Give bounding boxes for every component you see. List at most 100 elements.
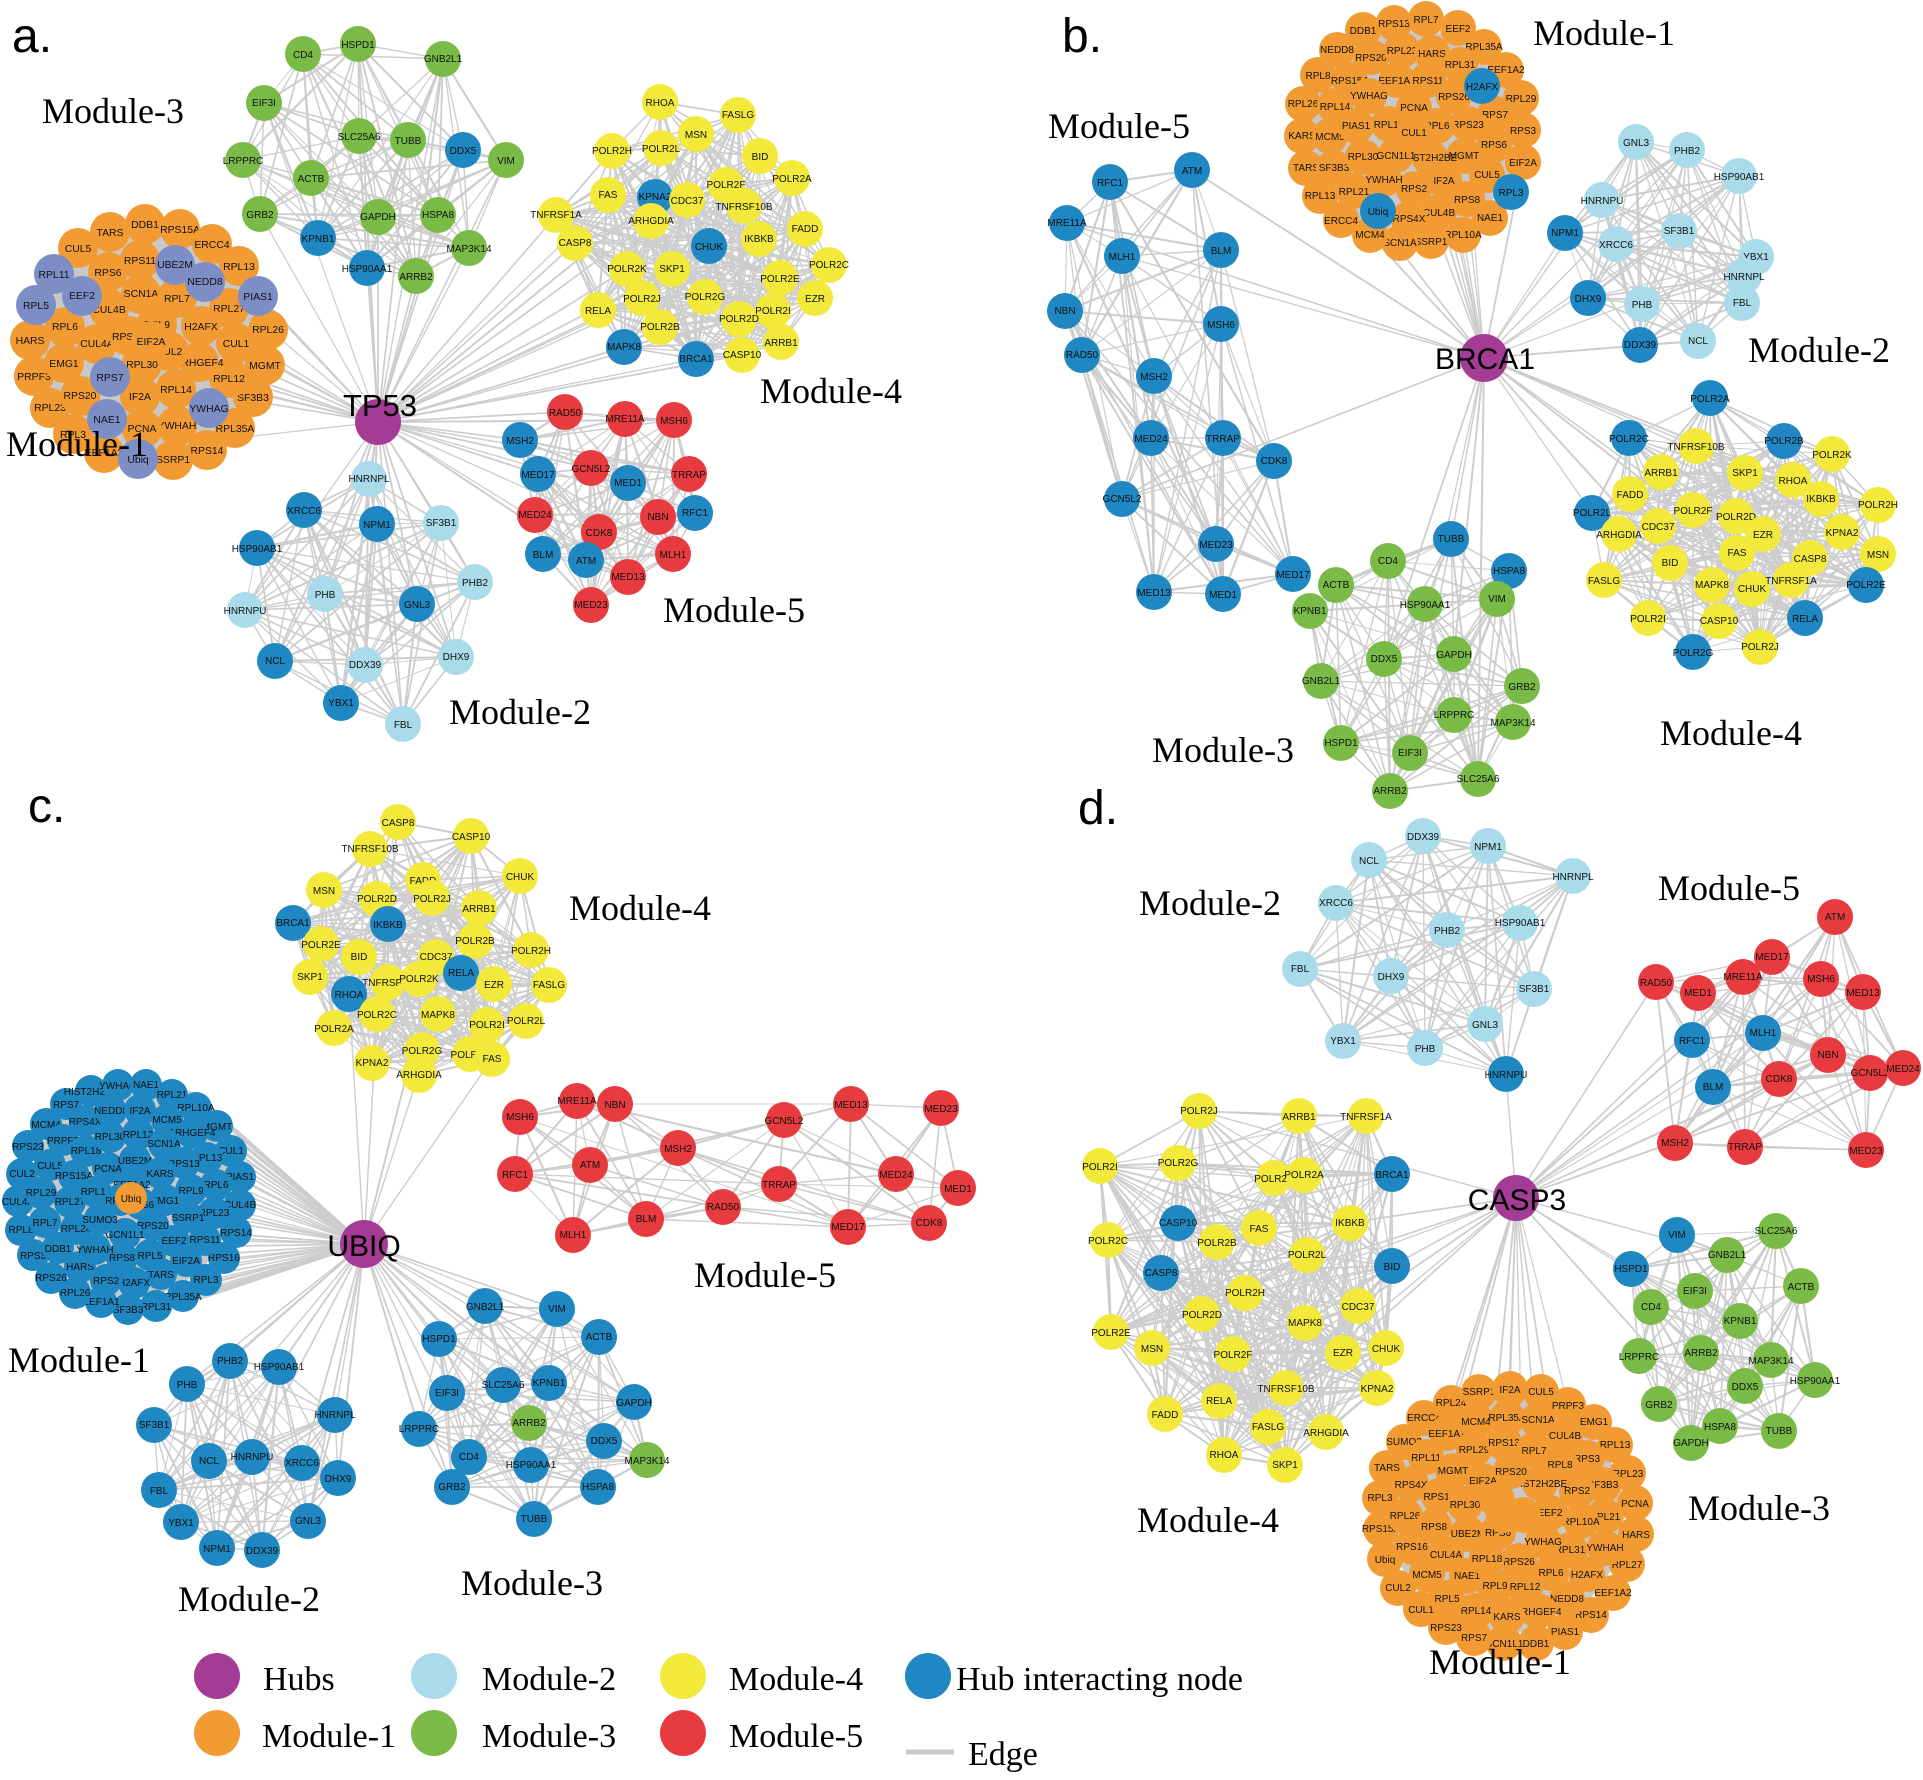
- svg-text:RPL5: RPL5: [1434, 1594, 1459, 1605]
- svg-text:Module-4: Module-4: [760, 371, 902, 411]
- svg-text:CUL5: CUL5: [1474, 170, 1500, 181]
- svg-text:RPS20: RPS20: [1355, 53, 1387, 64]
- svg-text:POLR2H: POLR2H: [1858, 500, 1898, 511]
- svg-text:Module-3: Module-3: [1688, 1488, 1830, 1528]
- svg-text:BID: BID: [1662, 558, 1679, 569]
- svg-text:RPL11: RPL11: [1411, 1453, 1441, 1464]
- svg-text:IF2A: IF2A: [129, 1106, 150, 1117]
- svg-text:TNFRSF10B: TNFRSF10B: [1257, 1384, 1315, 1395]
- svg-text:POLR2J: POLR2J: [623, 294, 661, 305]
- svg-text:RPL18: RPL18: [1472, 1554, 1503, 1565]
- svg-text:RPL30: RPL30: [1348, 152, 1379, 163]
- svg-text:NCL: NCL: [1688, 336, 1708, 347]
- svg-text:TNFRSF1A: TNFRSF1A: [1340, 1112, 1392, 1123]
- svg-text:FASLG: FASLG: [1588, 576, 1620, 587]
- svg-text:RPL13: RPL13: [192, 1153, 223, 1164]
- svg-text:BID: BID: [1384, 1262, 1401, 1273]
- svg-text:RPL27: RPL27: [55, 1197, 86, 1208]
- svg-text:KPNA2: KPNA2: [1826, 528, 1859, 539]
- svg-text:H2AFX: H2AFX: [1466, 82, 1499, 93]
- svg-text:YWHAG: YWHAG: [189, 404, 228, 415]
- svg-text:CUL4B: CUL4B: [1549, 1431, 1582, 1442]
- svg-text:RPS23: RPS23: [1452, 120, 1484, 131]
- svg-text:Edge: Edge: [968, 1736, 1038, 1773]
- svg-text:RPL24: RPL24: [61, 1224, 92, 1235]
- svg-text:HSP90AB1: HSP90AB1: [1495, 918, 1546, 929]
- svg-text:PIAS1: PIAS1: [226, 1172, 255, 1183]
- svg-text:Hubs: Hubs: [263, 1661, 335, 1698]
- svg-text:ARRB1: ARRB1: [764, 338, 798, 349]
- svg-text:POLR2J: POLR2J: [1180, 1106, 1218, 1117]
- svg-text:RPS7: RPS7: [1482, 110, 1509, 121]
- svg-text:RELA: RELA: [1206, 1396, 1232, 1407]
- svg-text:RPS15A: RPS15A: [160, 225, 200, 236]
- svg-text:POLR2B: POLR2B: [455, 936, 495, 947]
- svg-text:NCL: NCL: [265, 656, 285, 667]
- svg-text:RPL31: RPL31: [1555, 1545, 1586, 1556]
- svg-text:XRCC6: XRCC6: [287, 506, 321, 517]
- svg-text:RPS20: RPS20: [64, 391, 97, 402]
- svg-text:HSPA8: HSPA8: [1704, 1422, 1736, 1433]
- svg-text:TNFRSF1A: TNFRSF1A: [1765, 576, 1817, 587]
- svg-text:YBX1: YBX1: [168, 1518, 194, 1529]
- svg-text:IF2A: IF2A: [129, 392, 151, 403]
- svg-text:PIAS1: PIAS1: [1342, 121, 1371, 132]
- svg-text:FASLG: FASLG: [1252, 1422, 1284, 1433]
- svg-text:RPL23: RPL23: [199, 1208, 230, 1219]
- svg-text:Module-4: Module-4: [569, 888, 711, 928]
- svg-text:RPL12: RPL12: [123, 1130, 154, 1141]
- svg-text:PHB2: PHB2: [217, 1356, 244, 1367]
- svg-text:FADD: FADD: [792, 224, 819, 235]
- svg-text:RPL30: RPL30: [95, 1132, 126, 1143]
- svg-text:SSRP1: SSRP1: [172, 1213, 205, 1224]
- svg-text:HNRNPU: HNRNPU: [1485, 1070, 1528, 1081]
- svg-text:FADD: FADD: [1152, 1410, 1179, 1421]
- svg-text:POLR2E: POLR2E: [1846, 580, 1886, 591]
- svg-text:PHB: PHB: [1632, 300, 1653, 311]
- svg-text:ARHGEF4: ARHGEF4: [1514, 1607, 1562, 1618]
- svg-text:CDK8: CDK8: [916, 1218, 943, 1229]
- svg-text:CD4: CD4: [293, 50, 313, 61]
- svg-text:Module-1: Module-1: [1429, 1642, 1571, 1682]
- svg-text:RPS13: RPS13: [1488, 1438, 1520, 1449]
- svg-text:BLM: BLM: [533, 550, 554, 561]
- svg-text:RPS13: RPS13: [1378, 19, 1410, 30]
- svg-text:SF3B1: SF3B1: [139, 1420, 170, 1431]
- svg-text:YBX1: YBX1: [328, 698, 354, 709]
- svg-text:SSRP1: SSRP1: [156, 455, 190, 466]
- svg-text:SKP1: SKP1: [1732, 468, 1758, 479]
- svg-text:Module-3: Module-3: [482, 1718, 616, 1755]
- svg-text:ARRB2: ARRB2: [1373, 786, 1407, 797]
- svg-text:CASP10: CASP10: [723, 350, 762, 361]
- svg-text:Ubiq: Ubiq: [127, 455, 149, 466]
- svg-text:FASLG: FASLG: [533, 980, 565, 991]
- svg-text:TNFRSF10B: TNFRSF10B: [341, 844, 399, 855]
- svg-text:GRB2: GRB2: [1645, 1400, 1673, 1411]
- svg-text:MCM4: MCM4: [31, 1120, 61, 1131]
- svg-text:c.: c.: [28, 780, 65, 833]
- svg-text:PHB: PHB: [1415, 1044, 1436, 1055]
- svg-text:BRCA1: BRCA1: [1375, 1170, 1409, 1181]
- svg-text:UBE2M: UBE2M: [1451, 1529, 1485, 1540]
- svg-text:POLR2I: POLR2I: [1082, 1162, 1118, 1173]
- svg-text:TNFRSF10B: TNFRSF10B: [1667, 442, 1725, 453]
- svg-text:GNB2L1: GNB2L1: [466, 1302, 505, 1313]
- svg-text:SF3B3: SF3B3: [113, 1305, 144, 1316]
- svg-text:HSP90AA1: HSP90AA1: [1790, 1376, 1841, 1387]
- svg-text:POLR2A: POLR2A: [1690, 394, 1730, 405]
- svg-text:FAS: FAS: [599, 190, 618, 201]
- svg-text:MED24: MED24: [518, 510, 552, 521]
- svg-text:MSH6: MSH6: [506, 1112, 534, 1123]
- svg-text:MLH1: MLH1: [660, 550, 687, 561]
- svg-text:MAP3K14: MAP3K14: [624, 1456, 669, 1467]
- svg-text:EMG1: EMG1: [49, 359, 79, 370]
- svg-text:NAE1: NAE1: [1454, 1571, 1481, 1582]
- svg-text:HSPD1: HSPD1: [1324, 738, 1358, 749]
- svg-text:EEF1A1: EEF1A1: [82, 1297, 120, 1308]
- svg-text:YBX1: YBX1: [1330, 1036, 1356, 1047]
- svg-text:MCM5: MCM5: [1412, 1570, 1442, 1581]
- svg-text:NPM1: NPM1: [1474, 842, 1502, 853]
- svg-text:RPL8: RPL8: [1305, 71, 1330, 82]
- svg-text:Module-2: Module-2: [178, 1579, 320, 1619]
- svg-text:HIST2H2BE: HIST2H2BE: [1403, 153, 1458, 164]
